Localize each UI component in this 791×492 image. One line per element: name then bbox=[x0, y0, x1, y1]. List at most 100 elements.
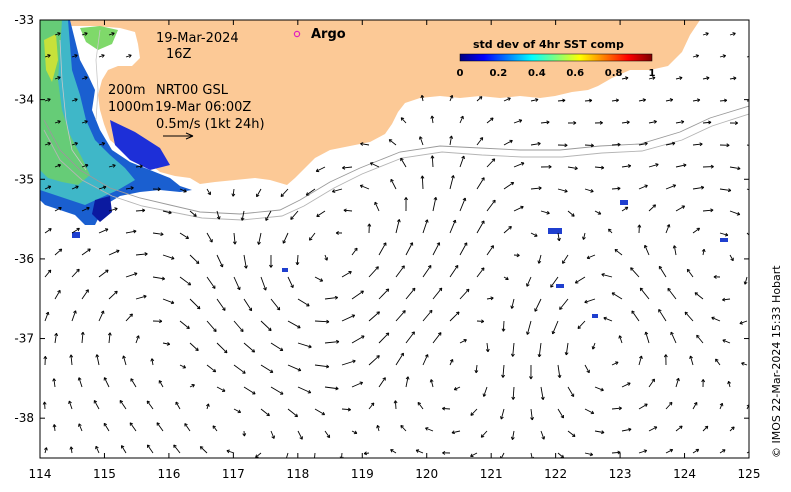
lat-tick-label: -35 bbox=[14, 172, 34, 186]
current-vector-head bbox=[534, 233, 538, 237]
colorbar-tick-label: 1 bbox=[649, 68, 656, 79]
current-vector-head bbox=[251, 349, 256, 353]
current-vector-head bbox=[84, 32, 88, 36]
current-vector bbox=[692, 227, 700, 234]
current-vector-head bbox=[676, 377, 680, 382]
current-vector-head bbox=[360, 290, 364, 294]
current-vector bbox=[258, 232, 262, 245]
current-vector-head bbox=[436, 242, 441, 246]
current-vector-head bbox=[608, 228, 612, 233]
current-vector bbox=[470, 408, 478, 416]
current-vector-head bbox=[710, 208, 714, 213]
current-vector-head bbox=[139, 164, 143, 169]
current-vector-head bbox=[57, 120, 61, 124]
current-vector-head bbox=[653, 120, 657, 124]
current-vector bbox=[486, 117, 494, 124]
current-vector-head bbox=[590, 143, 594, 148]
lon-tick-label: 114 bbox=[29, 467, 52, 481]
current-vector-head bbox=[617, 450, 621, 455]
current-vector-head bbox=[69, 354, 74, 358]
current-vector bbox=[390, 179, 397, 190]
current-vector-head bbox=[518, 119, 523, 123]
current-vector-head bbox=[751, 237, 754, 240]
current-vector-head bbox=[470, 412, 474, 416]
current-vector bbox=[54, 76, 61, 80]
current-vector bbox=[81, 248, 91, 256]
current-vector-head bbox=[762, 122, 765, 125]
current-vector bbox=[667, 288, 677, 300]
current-vector bbox=[360, 184, 370, 190]
current-vector-head bbox=[352, 359, 356, 364]
current-vector-head bbox=[417, 401, 422, 406]
current-vector bbox=[431, 155, 434, 168]
current-vector bbox=[243, 254, 247, 269]
current-vector bbox=[530, 232, 538, 237]
current-vector-head bbox=[74, 142, 78, 146]
current-vector bbox=[638, 355, 642, 366]
argo-marker-icon bbox=[293, 30, 301, 38]
current-vector bbox=[287, 276, 294, 288]
current-vector bbox=[297, 430, 303, 440]
current-vector bbox=[81, 289, 89, 300]
current-vector-head bbox=[335, 386, 339, 391]
current-vector-head bbox=[212, 368, 217, 373]
current-vector-head bbox=[652, 204, 657, 208]
current-vector-head bbox=[538, 186, 542, 191]
lon-tick-label: 123 bbox=[609, 467, 632, 481]
current-vector bbox=[739, 320, 748, 325]
current-vector-head bbox=[168, 210, 172, 215]
current-vector bbox=[540, 386, 544, 400]
current-vector-head bbox=[411, 287, 416, 292]
current-vector-head bbox=[755, 383, 758, 386]
current-vector bbox=[611, 99, 619, 102]
current-vector-head bbox=[133, 229, 137, 234]
current-vector bbox=[665, 184, 676, 190]
current-vector bbox=[621, 206, 629, 212]
current-vector bbox=[503, 226, 512, 234]
current-vector bbox=[582, 232, 586, 240]
current-vector bbox=[502, 364, 505, 378]
current-vector-head bbox=[449, 359, 454, 363]
current-vector bbox=[648, 426, 658, 432]
current-vector-head bbox=[269, 369, 274, 373]
current-vector-head bbox=[723, 98, 728, 103]
current-vector-head bbox=[485, 348, 490, 353]
current-vector-head bbox=[694, 292, 699, 296]
current-vector bbox=[189, 254, 200, 264]
current-vector-head bbox=[336, 339, 340, 344]
current-vector bbox=[430, 379, 434, 388]
current-vector-head bbox=[625, 76, 629, 81]
current-vector-head bbox=[762, 214, 765, 217]
current-vector bbox=[513, 162, 525, 168]
current-vector bbox=[206, 364, 216, 373]
current-vector-head bbox=[116, 249, 120, 254]
current-vector-head bbox=[359, 184, 364, 189]
current-vector-head bbox=[508, 226, 512, 230]
current-vector bbox=[557, 452, 564, 458]
current-vector-head bbox=[160, 232, 164, 237]
current-vector bbox=[526, 276, 532, 287]
current-vector-head bbox=[418, 136, 423, 140]
current-vector-head bbox=[430, 115, 435, 119]
current-vector bbox=[342, 166, 353, 169]
current-vector bbox=[417, 402, 424, 410]
current-vector-head bbox=[689, 355, 693, 359]
current-vector bbox=[415, 449, 424, 454]
current-vector-head bbox=[74, 54, 78, 58]
current-vector bbox=[199, 446, 208, 454]
current-vector bbox=[189, 210, 197, 217]
current-vector-head bbox=[195, 260, 200, 265]
current-vector bbox=[658, 309, 667, 322]
lat-tick-label: -37 bbox=[14, 332, 34, 346]
current-vector bbox=[567, 166, 578, 170]
current-vector bbox=[260, 408, 270, 417]
current-vector-head bbox=[111, 32, 115, 36]
current-vector-head bbox=[184, 423, 188, 427]
current-vector-head bbox=[405, 376, 410, 380]
current-vector-head bbox=[429, 309, 433, 314]
current-vector-head bbox=[564, 143, 568, 148]
current-vector bbox=[702, 425, 709, 432]
current-vector bbox=[173, 444, 181, 454]
current-vector-head bbox=[248, 307, 253, 312]
current-vector-head bbox=[667, 287, 671, 292]
